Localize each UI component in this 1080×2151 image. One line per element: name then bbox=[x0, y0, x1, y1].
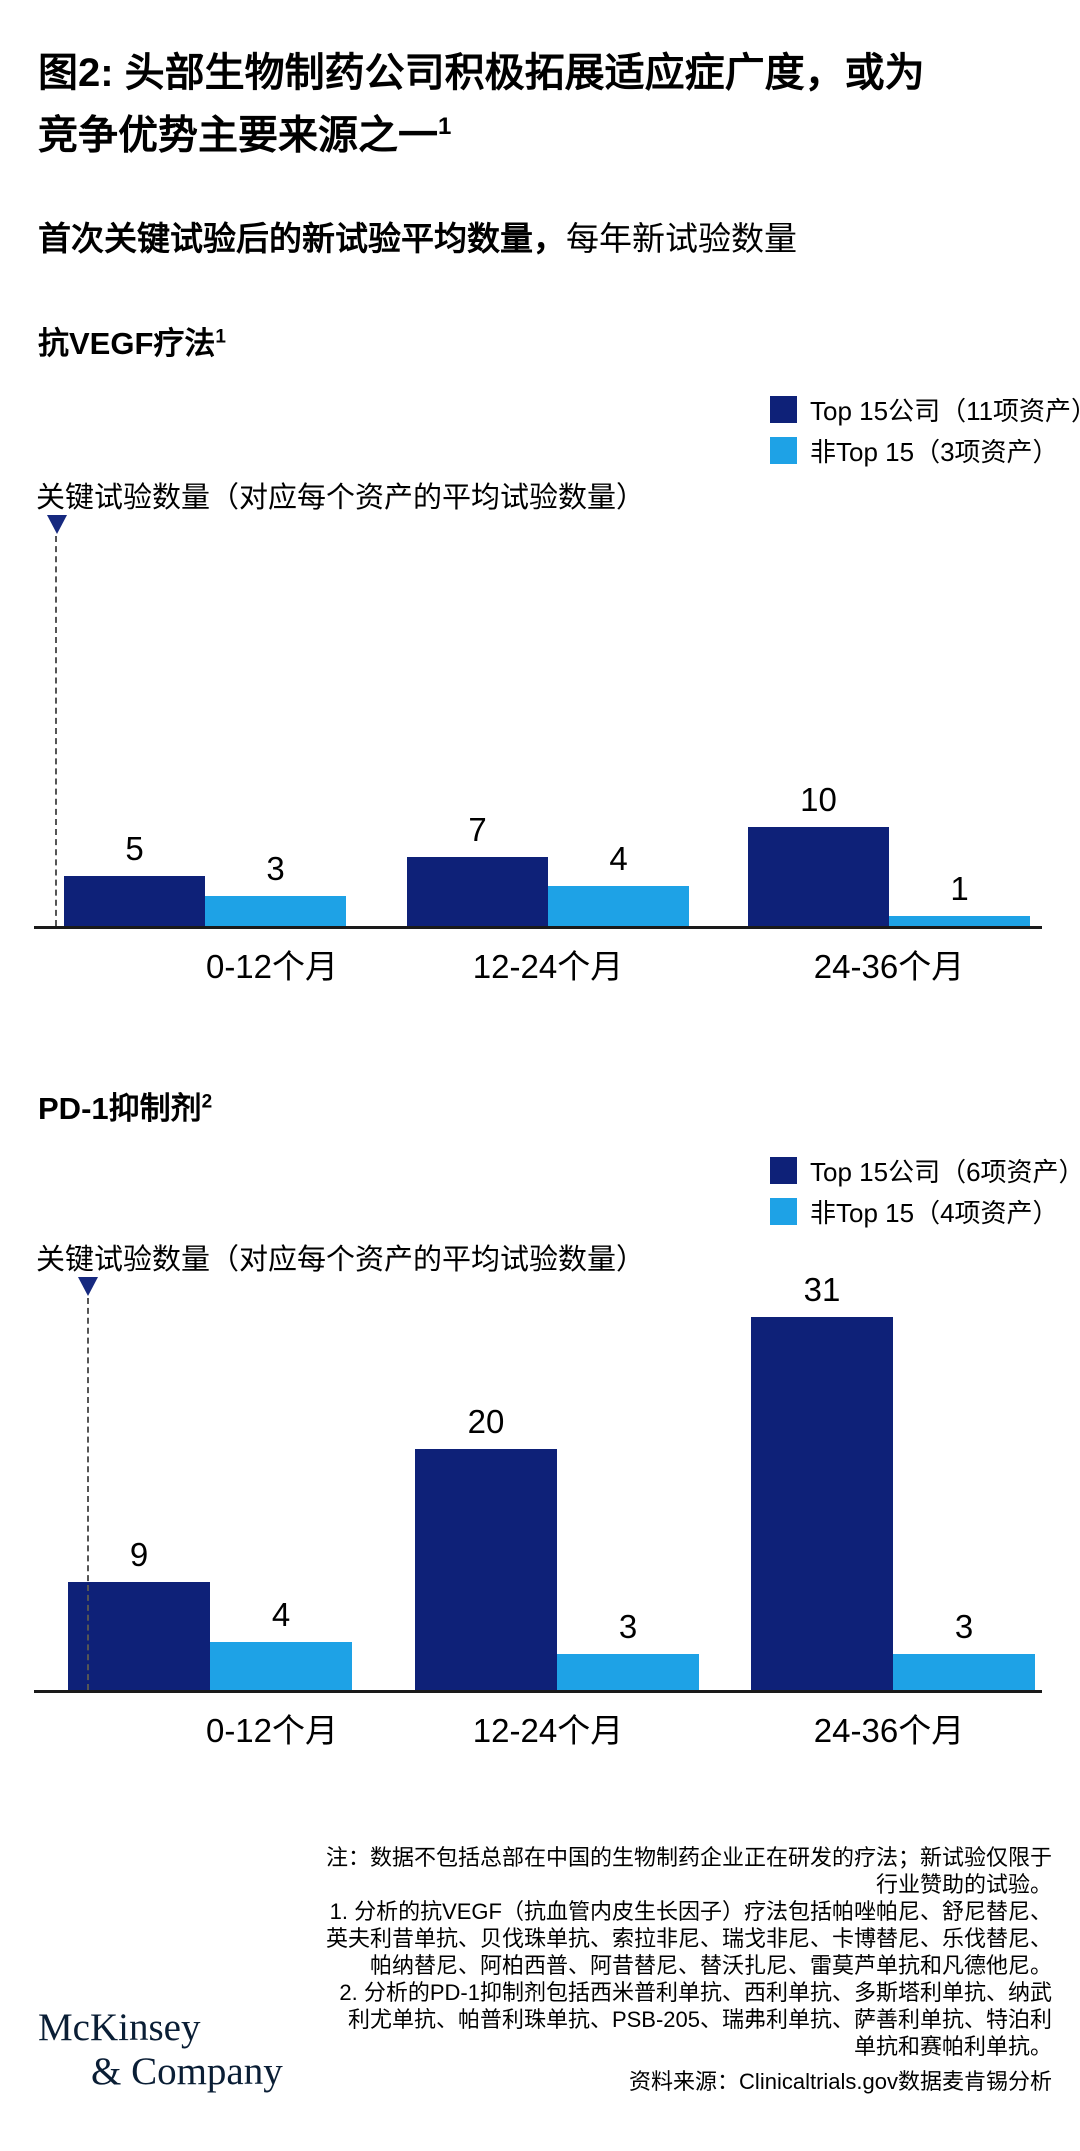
bar-value-label: 3 bbox=[266, 850, 285, 887]
mckinsey-logo: McKinsey & Company bbox=[38, 2006, 283, 2094]
x-axis-line bbox=[34, 1690, 1042, 1693]
bar-value-label: 5 bbox=[125, 830, 144, 867]
dashed-guideline bbox=[55, 536, 57, 926]
legend-anti-vegf: Top 15公司（11项资产） 非Top 15（3项资产） bbox=[770, 395, 1080, 467]
dashed-guideline bbox=[87, 1298, 89, 1690]
bar-nontop15-0-12个月 bbox=[205, 896, 346, 926]
section-title-pd1: PD-1抑制剂2 bbox=[38, 1083, 212, 1128]
x-axis-line bbox=[34, 926, 1042, 929]
x-axis-label: 12-24个月 bbox=[472, 1712, 624, 1749]
legend-swatch-top15-icon bbox=[770, 395, 797, 423]
legend-label-top15: Top 15公司（11项资产） bbox=[810, 395, 1080, 426]
x-axis-label: 12-24个月 bbox=[472, 948, 624, 985]
footnote-line: 2. 分析的PD-1抑制剂包括西米普利单抗、西利单抗、多斯塔利单抗、纳武 bbox=[339, 1980, 1052, 2005]
y-axis-label-anti-vegf: 关键试验数量（对应每个资产的平均试验数量） bbox=[36, 482, 646, 514]
footnote-line: 单抗和赛帕利单抗。 bbox=[853, 2034, 1052, 2059]
bar-nontop15-0-12个月 bbox=[210, 1642, 352, 1690]
section-title-anti-vegf: 抗VEGF疗法1 bbox=[38, 318, 226, 363]
bar-nontop15-12-24个月 bbox=[548, 886, 689, 926]
section-title-text: PD-1抑制剂 bbox=[38, 1091, 202, 1126]
legend-label-top15: Top 15公司（6项资产） bbox=[810, 1156, 1080, 1187]
bar-value-label: 4 bbox=[609, 840, 628, 877]
figure-title-line1: 图2: 头部生物制药公司积极拓展适应症广度，或为 bbox=[38, 51, 925, 95]
bar-value-label: 20 bbox=[467, 1403, 505, 1440]
bar-nontop15-24-36个月 bbox=[893, 1654, 1035, 1690]
bar-value-label: 31 bbox=[803, 1271, 841, 1308]
bar-value-label: 10 bbox=[800, 781, 837, 818]
section-title-superscript: 1 bbox=[215, 326, 226, 348]
bar-top15-12-24个月 bbox=[407, 857, 548, 926]
source-line: 资料来源：Clinicaltrials.gov数据麦肯锡分析 bbox=[629, 2069, 1052, 2094]
plot-area-anti-vegf: 5 3 7 4 10 1 bbox=[36, 526, 1038, 926]
footnote-line: 行业赞助的试验。 bbox=[875, 1872, 1052, 1897]
section-title-superscript: 2 bbox=[201, 1091, 213, 1113]
bar-value-label: 1 bbox=[950, 870, 969, 907]
plot-area-pd1: 9 4 20 3 31 3 bbox=[36, 1271, 1038, 1690]
bar-nontop15-12-24个月 bbox=[557, 1654, 699, 1690]
x-axis-label: 24-36个月 bbox=[813, 1712, 965, 1749]
footnote-line: 英夫利昔单抗、贝伐珠单抗、索拉非尼、瑞戈非尼、卡博替尼、乐伐替尼、 bbox=[325, 1926, 1052, 1951]
logo-line1: McKinsey bbox=[38, 2006, 201, 2049]
bar-top15-24-36个月 bbox=[751, 1317, 893, 1690]
legend-item-nontop15: 非Top 15（4项资产） bbox=[770, 1197, 1080, 1228]
figure-title-superscript: 1 bbox=[438, 113, 452, 140]
bar-top15-12-24个月 bbox=[415, 1449, 557, 1690]
down-triangle-marker-icon bbox=[78, 1277, 98, 1296]
legend-item-nontop15: 非Top 15（3项资产） bbox=[770, 436, 1080, 467]
bar-top15-0-12个月 bbox=[68, 1582, 210, 1690]
legend-swatch-nontop15-icon bbox=[770, 436, 797, 464]
footnote-line: 1. 分析的抗VEGF（抗血管内皮生长因子）疗法包括帕唑帕尼、舒尼替尼、 bbox=[329, 1899, 1052, 1924]
legend-pd1: Top 15公司（6项资产） 非Top 15（4项资产） bbox=[770, 1156, 1080, 1228]
figure-title: 图2: 头部生物制药公司积极拓展适应症广度，或为 竞争优势主要来源之一1 bbox=[38, 46, 1048, 162]
bar-value-label: 3 bbox=[954, 1608, 974, 1645]
x-axis-label: 0-12个月 bbox=[205, 1712, 339, 1749]
subtitle-bold-part: 首次关键试验后的新试验平均数量， bbox=[38, 220, 566, 257]
legend-label-nontop15: 非Top 15（4项资产） bbox=[810, 1197, 1059, 1228]
logo-line2: & Company bbox=[91, 2050, 283, 2093]
legend-label-nontop15: 非Top 15（3项资产） bbox=[810, 436, 1059, 467]
y-axis-label-pd1: 关键试验数量（对应每个资产的平均试验数量） bbox=[36, 1244, 646, 1276]
legend-item-top15: Top 15公司（11项资产） bbox=[770, 395, 1080, 426]
legend-item-top15: Top 15公司（6项资产） bbox=[770, 1156, 1080, 1187]
x-axis-label: 24-36个月 bbox=[813, 948, 965, 985]
figure-title-line2: 竞争优势主要来源之一 bbox=[38, 113, 438, 158]
footnote-line: 帕纳替尼、阿柏西普、阿昔替尼、替沃扎尼、雷莫芦单抗和凡德他尼。 bbox=[369, 1953, 1052, 1978]
bar-nontop15-24-36个月 bbox=[889, 916, 1030, 926]
footnote-block: 注：数据不包括总部在中国的生物制药企业正在研发的疗法；新试验仅限于 行业赞助的试… bbox=[252, 1844, 1052, 2060]
bar-top15-0-12个月 bbox=[64, 876, 205, 926]
figure-subtitle: 首次关键试验后的新试验平均数量，每年新试验数量 bbox=[38, 212, 1048, 260]
legend-swatch-nontop15-icon bbox=[770, 1197, 797, 1225]
subtitle-regular-part: 每年新试验数量 bbox=[566, 220, 797, 257]
section-title-text: 抗VEGF疗法 bbox=[38, 326, 216, 361]
down-triangle-marker-icon bbox=[47, 515, 67, 534]
bar-top15-24-36个月 bbox=[748, 827, 889, 926]
footnote-line: 注：数据不包括总部在中国的生物制药企业正在研发的疗法；新试验仅限于 bbox=[325, 1845, 1052, 1870]
x-axis-label: 0-12个月 bbox=[205, 948, 339, 985]
footnote-line: 利尤单抗、帕普利珠单抗、PSB-205、瑞弗利单抗、萨善利单抗、特泊利 bbox=[347, 2007, 1052, 2032]
bar-value-label: 9 bbox=[129, 1536, 149, 1573]
bar-value-label: 3 bbox=[618, 1608, 638, 1645]
legend-swatch-top15-icon bbox=[770, 1156, 797, 1184]
bar-value-label: 4 bbox=[271, 1596, 291, 1633]
bar-value-label: 7 bbox=[468, 811, 487, 848]
